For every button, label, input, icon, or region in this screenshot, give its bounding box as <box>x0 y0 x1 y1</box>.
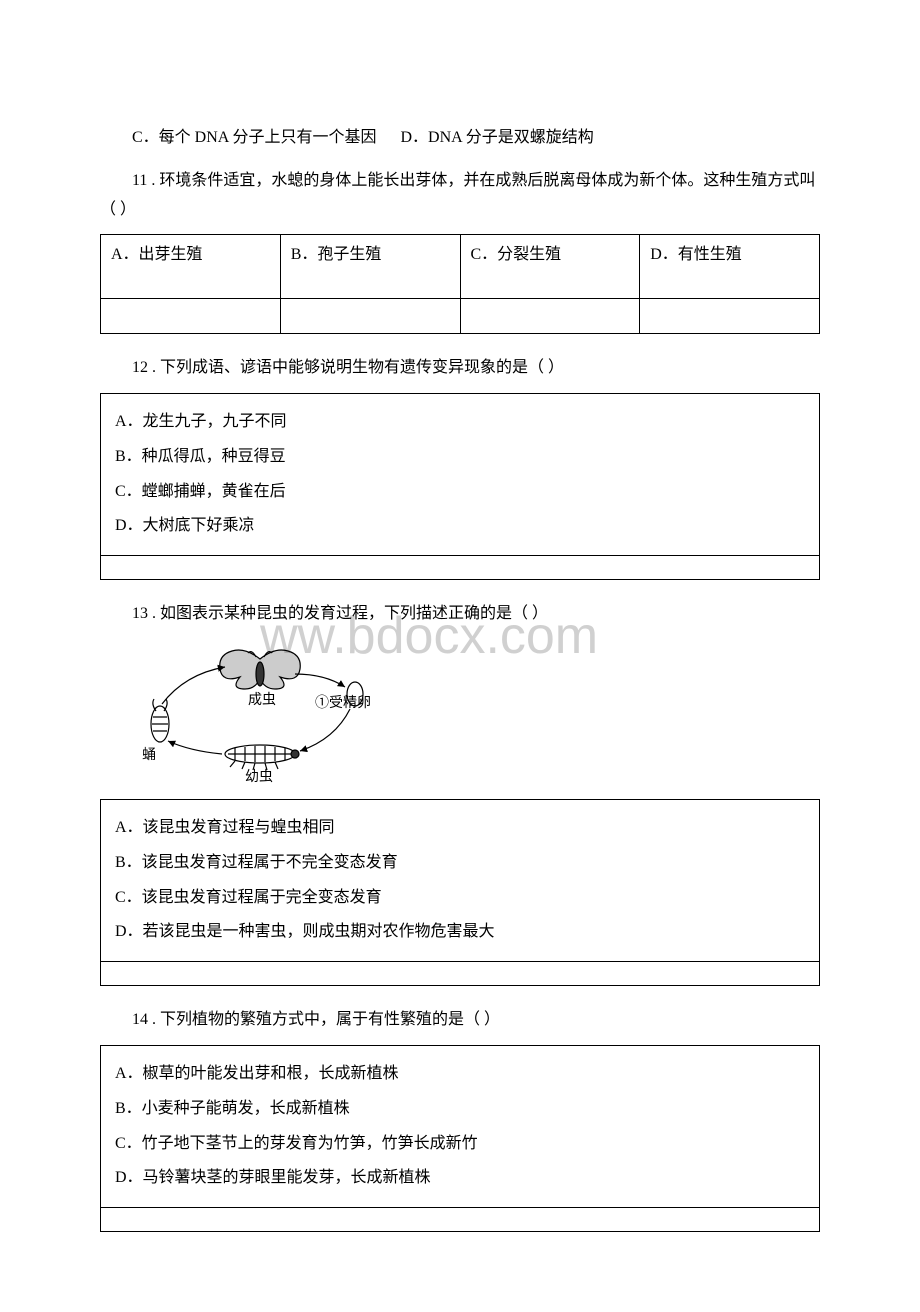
q14-opt-d: D．马铃薯块茎的芽眼里能发芽，长成新植株 <box>115 1164 805 1193</box>
q13-opt-d: D．若该昆虫是一种害虫，则成虫期对农作物危害最大 <box>115 918 805 947</box>
q14-text: 14 . 下列植物的繁殖方式中，属于有性繁殖的是（ ） <box>100 1006 820 1035</box>
q13-text: 13 . 如图表示某种昆虫的发育过程，下列描述正确的是（ ） <box>100 600 820 629</box>
q14-opt-c: C．竹子地下茎节上的芽发育为竹笋，竹笋长成新竹 <box>115 1130 805 1159</box>
q11-opt-d: D．有性生殖 <box>640 235 820 299</box>
opt-c: C．每个 DNA 分子上只有一个基因 <box>132 129 376 146</box>
q-partial-cd: C．每个 DNA 分子上只有一个基因 D．DNA 分子是双螺旋结构 <box>100 124 820 153</box>
q11-text: 11 . 环境条件适宜，水螅的身体上能长出芽体，并在成熟后脱离母体成为新个体。这… <box>100 167 820 225</box>
q14-opt-b: B．小麦种子能萌发，长成新植株 <box>115 1095 805 1124</box>
q12-opt-b: B．种瓜得瓜，种豆得豆 <box>115 443 805 472</box>
q11-opt-c: C．分裂生殖 <box>460 235 640 299</box>
q13-options-table: A．该昆虫发育过程与蝗虫相同 B．该昆虫发育过程属于不完全变态发育 C．该昆虫发… <box>100 799 820 986</box>
label-pupa: 蛹 <box>142 747 156 763</box>
opt-d: D．DNA 分子是双螺旋结构 <box>400 129 593 146</box>
q13-opt-c: C．该昆虫发育过程属于完全变态发育 <box>115 884 805 913</box>
q12-text: 12 . 下列成语、谚语中能够说明生物有遗传变异现象的是（ ） <box>100 354 820 383</box>
q13-opt-a: A．该昆虫发育过程与蝗虫相同 <box>115 814 805 843</box>
q13-diagram: 成虫 ①受精卵 幼虫 蛹 <box>140 639 380 789</box>
q12-opt-d: D．大树底下好乘凉 <box>115 512 805 541</box>
q14-opt-a: A．椒草的叶能发出芽和根，长成新植株 <box>115 1060 805 1089</box>
q12-opt-c: C．螳螂捕蝉，黄雀在后 <box>115 478 805 507</box>
label-egg: ①受精卵 <box>315 695 371 711</box>
q13-opt-b: B．该昆虫发育过程属于不完全变态发育 <box>115 849 805 878</box>
q11-opt-b: B．孢子生殖 <box>280 235 460 299</box>
document-content: C．每个 DNA 分子上只有一个基因 D．DNA 分子是双螺旋结构 11 . 环… <box>100 124 820 1232</box>
q12-opt-a: A．龙生九子，九子不同 <box>115 408 805 437</box>
q12-options-table: A．龙生九子，九子不同 B．种瓜得瓜，种豆得豆 C．螳螂捕蝉，黄雀在后 D．大树… <box>100 393 820 580</box>
label-adult: 成虫 <box>248 692 276 708</box>
label-larva: 幼虫 <box>245 769 273 785</box>
q11-opt-a: A．出芽生殖 <box>101 235 281 299</box>
q11-options-table: A．出芽生殖 B．孢子生殖 C．分裂生殖 D．有性生殖 <box>100 234 820 334</box>
q14-options-table: A．椒草的叶能发出芽和根，长成新植株 B．小麦种子能萌发，长成新植株 C．竹子地… <box>100 1045 820 1232</box>
